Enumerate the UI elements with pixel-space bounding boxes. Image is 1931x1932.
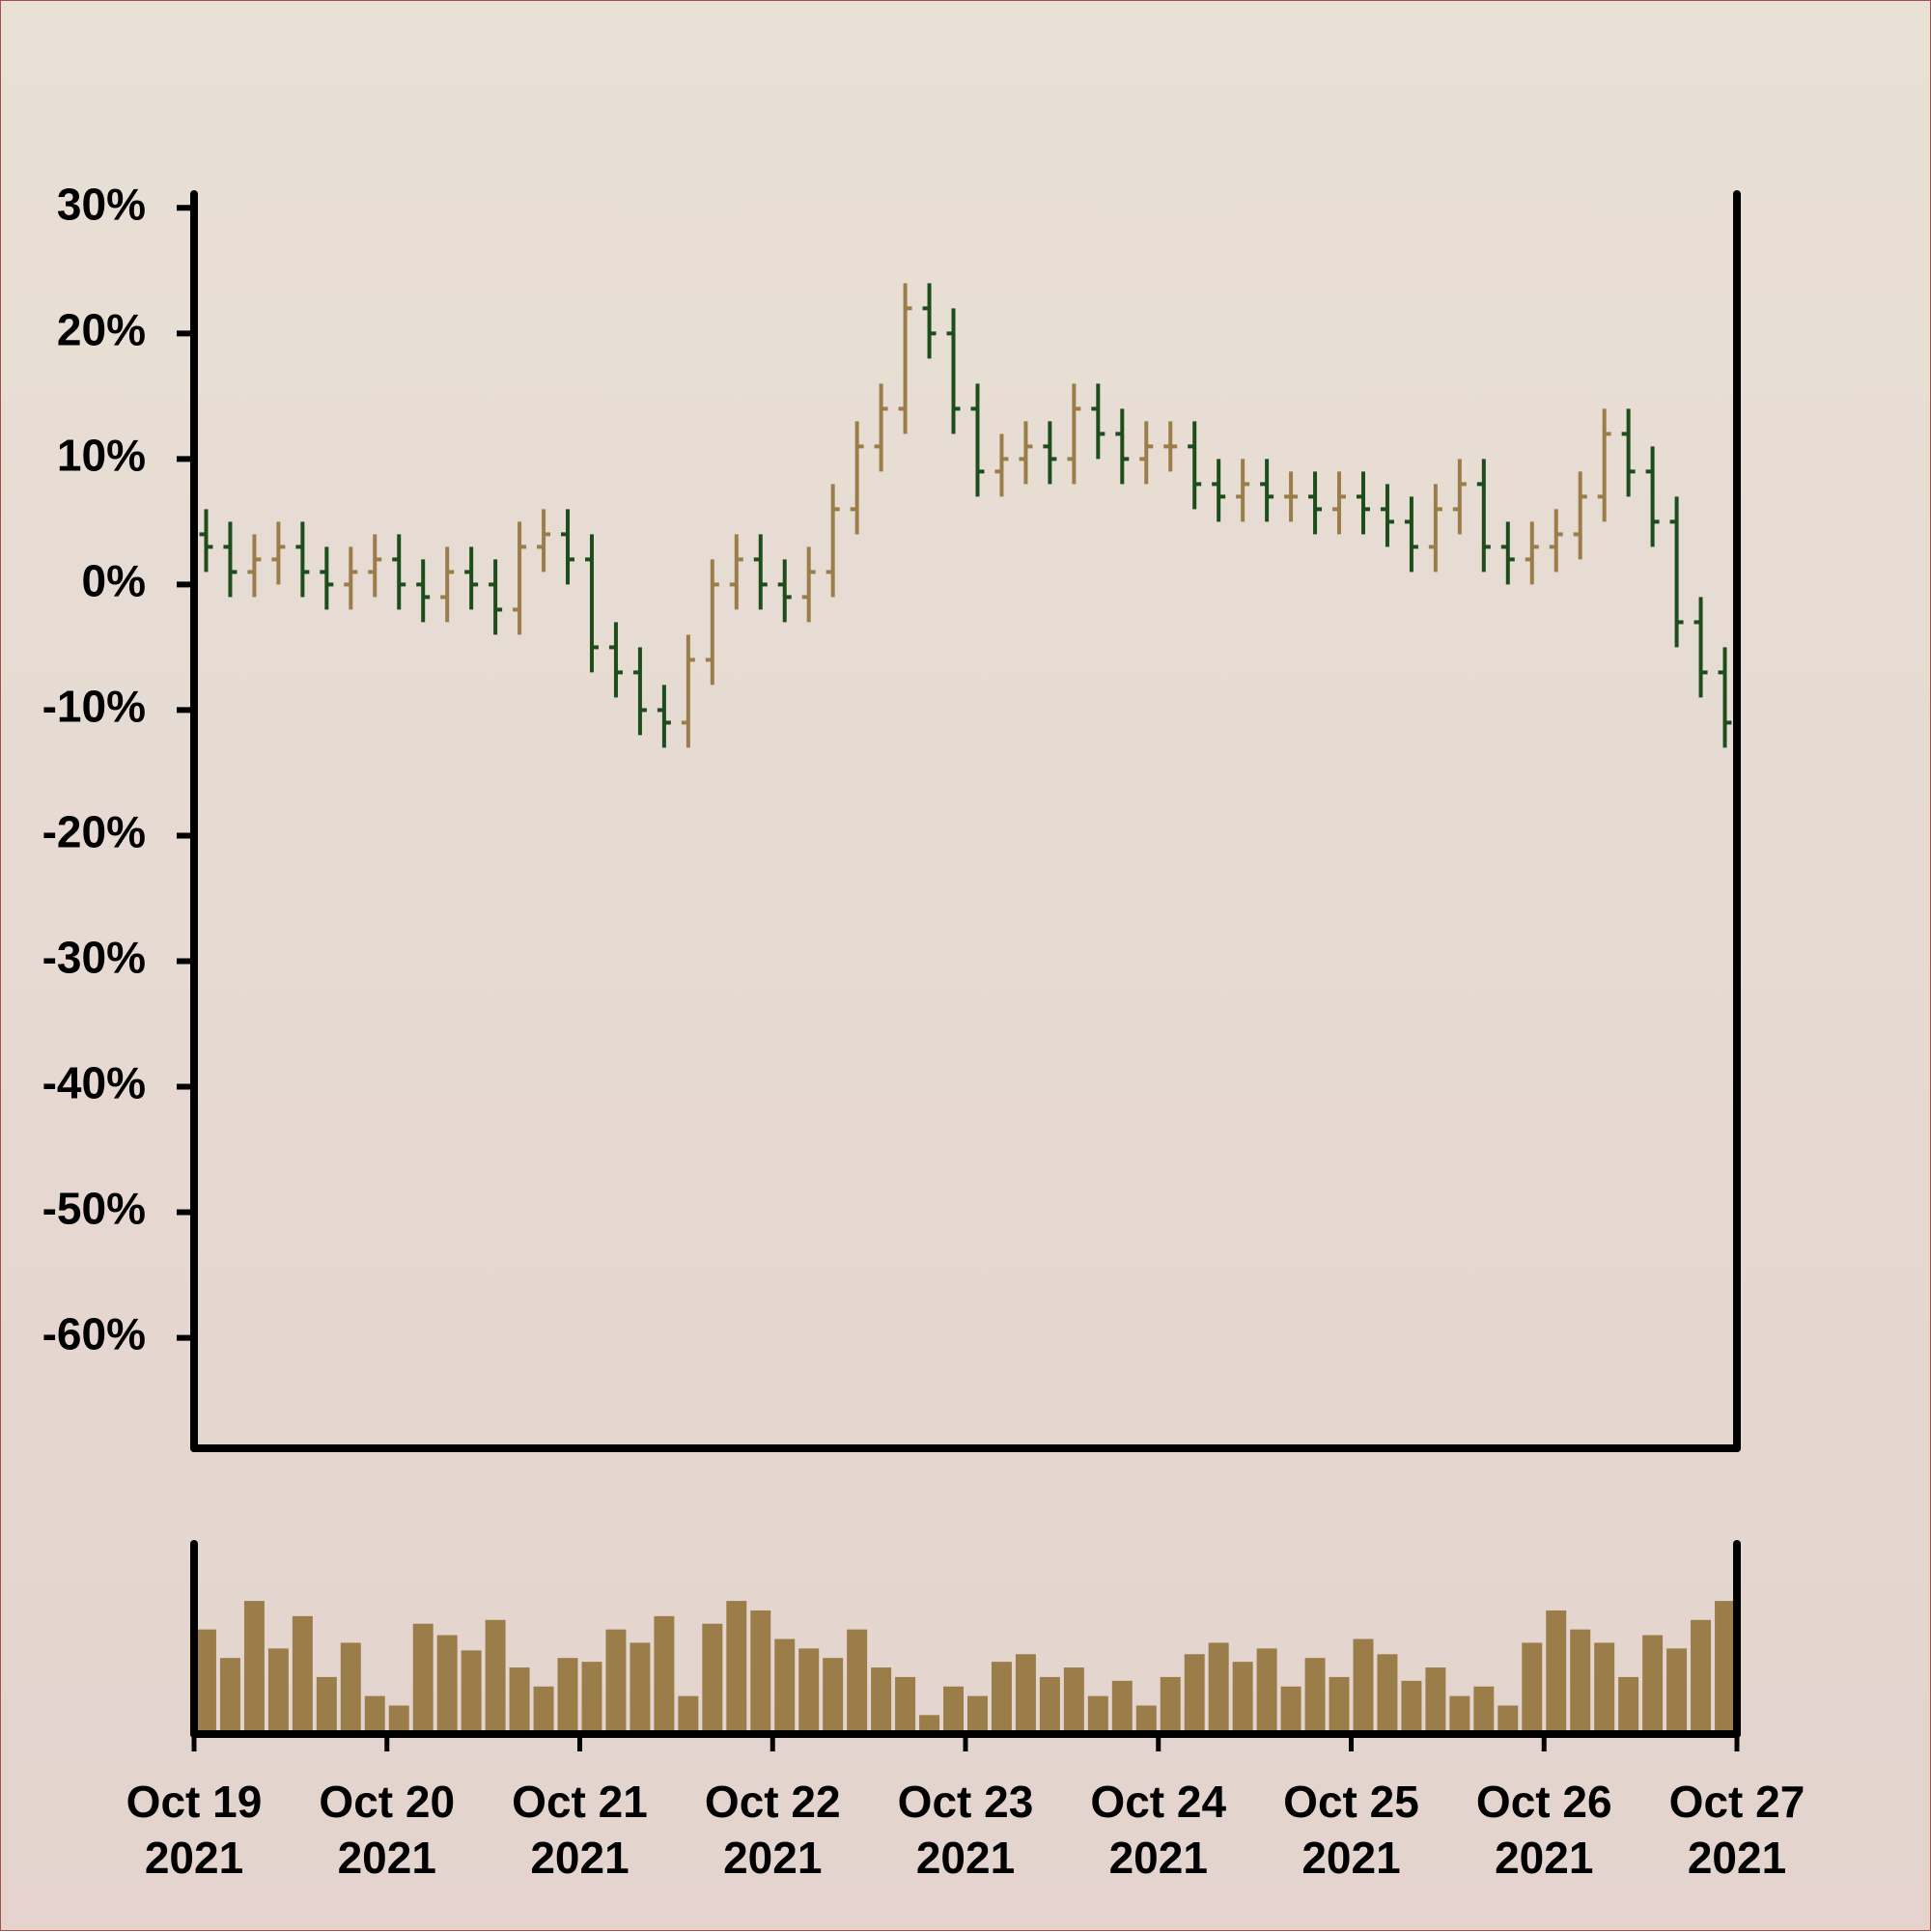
volume-bar	[1449, 1695, 1470, 1734]
volume-bar	[557, 1658, 578, 1734]
volume-bar	[702, 1623, 723, 1734]
y-tick-label: 30%	[57, 179, 146, 229]
y-tick-label: -50%	[42, 1184, 146, 1234]
volume-bar	[967, 1695, 988, 1734]
volume-bar	[1063, 1667, 1084, 1734]
volume-bar	[798, 1648, 820, 1734]
volume-bar	[364, 1695, 385, 1734]
y-tick-label: -10%	[42, 682, 146, 732]
x-tick-label: Oct 25 2021	[1283, 1777, 1419, 1883]
volume-bar	[943, 1686, 964, 1734]
volume-bar	[1425, 1667, 1446, 1734]
volume-bar	[509, 1667, 530, 1734]
volume-bar	[1497, 1705, 1519, 1734]
volume-bar	[219, 1658, 240, 1734]
volume-bar	[605, 1629, 627, 1734]
volume-bar	[1546, 1610, 1567, 1734]
volume-bar	[919, 1715, 940, 1734]
volume-bar	[1473, 1686, 1495, 1734]
x-tick-label: Oct 20 2021	[319, 1777, 456, 1883]
volume-bar	[654, 1615, 675, 1734]
volume-bar	[1329, 1676, 1350, 1734]
volume-bar	[630, 1642, 651, 1734]
volume-bar	[991, 1662, 1012, 1734]
volume-bar	[1304, 1658, 1326, 1734]
volume-bar	[1208, 1642, 1229, 1734]
x-tick-label: Oct 27 2021	[1668, 1777, 1805, 1883]
volume-bar	[581, 1662, 602, 1734]
x-tick-label: Oct 24 2021	[1090, 1777, 1227, 1883]
volume-bar	[895, 1676, 916, 1734]
volume-bar	[871, 1667, 892, 1734]
volume-bar	[196, 1629, 216, 1734]
y-tick-label: 20%	[57, 304, 146, 354]
volume-bar	[750, 1610, 771, 1734]
volume-bar	[388, 1705, 409, 1734]
y-tick-label: 10%	[57, 431, 146, 481]
volume-bar	[533, 1686, 554, 1734]
volume-bar	[847, 1629, 868, 1734]
volume-bar	[1087, 1695, 1108, 1734]
y-tick-label: 0%	[82, 556, 146, 606]
volume-bar	[1232, 1662, 1253, 1734]
volume-bar	[1594, 1642, 1615, 1734]
volume-bar	[412, 1623, 434, 1734]
volume-bar	[1280, 1686, 1301, 1734]
volume-bar	[678, 1695, 699, 1734]
volume-bar	[1184, 1654, 1205, 1734]
volume-bar	[267, 1648, 289, 1734]
volume-bar	[292, 1615, 313, 1734]
volume-bar	[1522, 1642, 1543, 1734]
volume-bar	[1377, 1654, 1398, 1734]
volume-bar	[1160, 1676, 1181, 1734]
volume-bar	[243, 1601, 265, 1734]
y-tick-label: -20%	[42, 807, 146, 857]
volume-bar	[340, 1642, 361, 1734]
volume-bar	[726, 1601, 747, 1734]
y-tick-label: -60%	[42, 1309, 146, 1359]
y-tick-label: -30%	[42, 933, 146, 983]
volume-bar	[1015, 1654, 1036, 1734]
volume-bar	[1642, 1635, 1664, 1734]
volume-bar	[1111, 1680, 1133, 1734]
volume-bar	[774, 1638, 796, 1734]
x-tick-label: Oct 22 2021	[704, 1777, 841, 1883]
volume-bar	[1715, 1601, 1735, 1734]
volume-bar	[1135, 1705, 1157, 1734]
y-tick-label: -40%	[42, 1058, 146, 1108]
volume-bar	[1401, 1680, 1422, 1734]
x-tick-label: Oct 21 2021	[512, 1777, 648, 1883]
volume-bar	[461, 1650, 482, 1734]
volume-bar	[316, 1676, 337, 1734]
volume-bar	[1666, 1648, 1688, 1734]
x-tick-label: Oct 26 2021	[1475, 1777, 1612, 1883]
volume-bar	[1353, 1638, 1374, 1734]
x-tick-label: Oct 23 2021	[897, 1777, 1034, 1883]
volume-bar	[1256, 1648, 1277, 1734]
volume-bar	[823, 1658, 844, 1734]
volume-bar	[485, 1619, 506, 1734]
volume-bar	[1691, 1619, 1712, 1734]
volume-bar	[1618, 1676, 1639, 1734]
volume-bar	[1039, 1676, 1060, 1734]
volume-bar	[436, 1635, 458, 1734]
volume-bar	[1570, 1629, 1591, 1734]
x-tick-label: Oct 19 2021	[126, 1777, 263, 1883]
